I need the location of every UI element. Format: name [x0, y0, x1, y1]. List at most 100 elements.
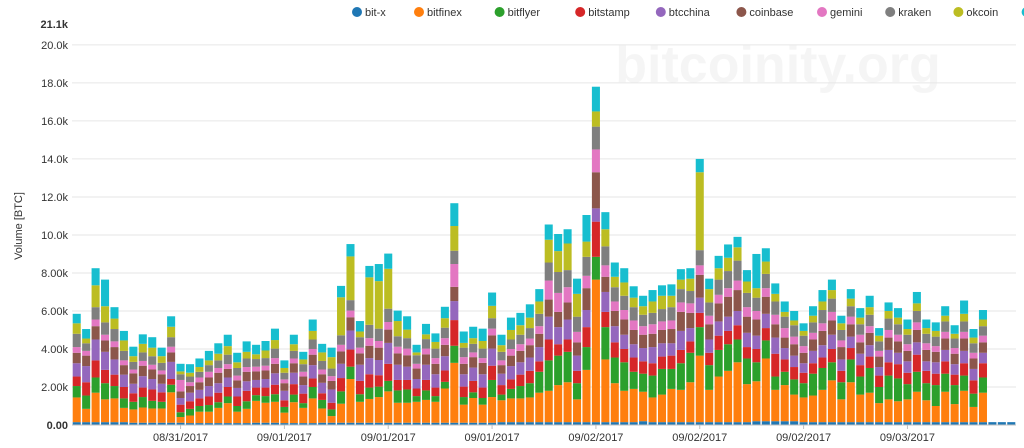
bar-segment-others: [384, 253, 393, 269]
bar-segment-btcchina: [676, 330, 685, 350]
y-tick-label: 6.00k: [41, 306, 68, 318]
legend-item-others[interactable]: others: [1021, 7, 1024, 19]
bar-segment-btcchina: [554, 327, 563, 345]
bar-segment-bitflyer: [676, 363, 685, 390]
bar-segment-bitflyer: [101, 383, 110, 400]
bar-segment-bit-x: [337, 422, 346, 425]
bar-segment-bitflyer: [242, 401, 251, 409]
bar-segment-others: [525, 304, 534, 318]
bar-segment-gemini: [393, 346, 402, 354]
bar-segment-okcoin: [620, 282, 629, 296]
bar-segment-gemini: [912, 322, 921, 330]
bar-segment-coinbase: [138, 365, 147, 377]
bar-segment-gemini: [950, 348, 959, 354]
bar-segment-gemini: [780, 328, 789, 338]
bar-segment-bitstamp: [412, 388, 421, 397]
bar-segment-gemini: [308, 348, 317, 355]
bar-segment-gemini: [167, 346, 176, 353]
bar-segment-coinbase: [506, 355, 515, 367]
bar-segment-btcchina: [733, 310, 742, 326]
bar-segment-gemini: [705, 315, 714, 325]
bar-segment-okcoin: [733, 247, 742, 261]
legend-item-bitstamp[interactable]: bitstamp: [575, 7, 630, 19]
bar-segment-bitstamp: [431, 387, 440, 397]
bar-segment-btcchina: [639, 348, 648, 362]
bar-segment-kraken: [639, 314, 648, 327]
bar-segment-btcchina: [846, 336, 855, 349]
bar-segment-coinbase: [884, 337, 893, 350]
bar-segment-coinbase: [912, 329, 921, 343]
bar-segment-kraken: [790, 325, 799, 337]
bar-segment-okcoin: [667, 295, 676, 308]
bar-segment-bitfinex: [780, 385, 789, 422]
legend-swatch: [575, 7, 586, 17]
y-tick-label: 20.0k: [41, 40, 68, 52]
bar-segment-others: [676, 269, 685, 280]
bar-segment-okcoin: [535, 301, 544, 314]
bar-segment-bit-x: [639, 421, 648, 425]
bar-segment-bitstamp: [931, 373, 940, 386]
bar-segment-bitflyer: [440, 381, 449, 389]
legend-item-btcchina[interactable]: btcchina: [655, 7, 711, 19]
bar-segment-bitstamp: [554, 344, 563, 356]
legend-item-okcoin[interactable]: okcoin: [953, 7, 998, 19]
bar-segment-coinbase: [922, 349, 931, 362]
bar-segment-btcchina: [346, 330, 355, 350]
legend-item-gemini[interactable]: gemini: [817, 7, 862, 19]
bar-segment-bitflyer: [903, 384, 912, 400]
bar-segment-bitstamp: [204, 396, 213, 406]
bar-segment-coinbase: [941, 338, 950, 350]
legend-item-bitflyer[interactable]: bitflyer: [494, 7, 541, 19]
legend-item-bitfinex[interactable]: bitfinex: [414, 7, 462, 19]
bar-segment-coinbase: [346, 317, 355, 331]
bar-segment-kraken: [440, 327, 449, 339]
bar-segment-bitstamp: [506, 379, 515, 389]
bar-segment-kraken: [384, 308, 393, 322]
bar-segment-bitfinex: [639, 391, 648, 422]
bar-segment-kraken: [176, 374, 185, 380]
legend-item-bit-x[interactable]: bit-x: [352, 7, 386, 19]
bar-segment-btcchina: [185, 392, 195, 402]
bar-segment-kraken: [620, 295, 629, 311]
bar-segment-okcoin: [393, 321, 402, 337]
bar-segment-bitflyer: [865, 367, 874, 393]
bar-segment-okcoin: [431, 341, 440, 349]
bar-segment-bitflyer: [648, 375, 657, 398]
bar-segment-bit-x: [714, 422, 723, 425]
bar-segment-bit-x: [997, 422, 1006, 425]
bar-segment-bit-x: [875, 422, 884, 425]
bar-segment-bitstamp: [922, 370, 931, 384]
bar-segment-gemini: [686, 303, 695, 313]
bar-segment-bit-x: [809, 422, 818, 425]
bar-segment-bitflyer: [771, 376, 780, 390]
bar-segment-okcoin: [629, 297, 638, 308]
bar-segment-btcchina: [601, 291, 610, 312]
bar-segment-gemini: [506, 348, 515, 356]
legend-item-kraken[interactable]: kraken: [885, 7, 931, 19]
bar-segment-bitfinex: [346, 379, 355, 423]
bar-segment-bit-x: [978, 422, 987, 425]
bar-segment-okcoin: [148, 347, 157, 357]
bar-segment-bitfinex: [176, 417, 185, 423]
bar-segment-kraken: [780, 316, 789, 329]
bar-segment-bitstamp: [629, 357, 638, 372]
bar-segment-bit-x: [941, 422, 950, 425]
bar-segment-coinbase: [714, 303, 723, 322]
bar-segment-others: [790, 310, 799, 321]
bar-segment-btcchina: [856, 353, 865, 366]
bar-segment-btcchina: [648, 347, 657, 364]
bar-segment-bitflyer: [261, 396, 270, 403]
bar-segment-bitstamp: [214, 392, 223, 403]
bar-segment-bitflyer: [922, 383, 931, 401]
bar-segment-btcchina: [657, 343, 667, 357]
bar-segment-bitstamp: [393, 379, 402, 391]
y-axis-title: Volume [BTC]: [13, 192, 25, 260]
legend-swatch: [885, 7, 896, 17]
bar-segment-kraken: [478, 348, 487, 359]
bar-segment-bitfinex: [856, 394, 865, 423]
bar-segment-kraken: [214, 360, 223, 368]
legend-swatch: [736, 7, 747, 17]
bar-segment-others: [167, 316, 176, 327]
legend-item-coinbase[interactable]: coinbase: [736, 7, 793, 19]
bar-segment-bitfinex: [535, 392, 544, 423]
